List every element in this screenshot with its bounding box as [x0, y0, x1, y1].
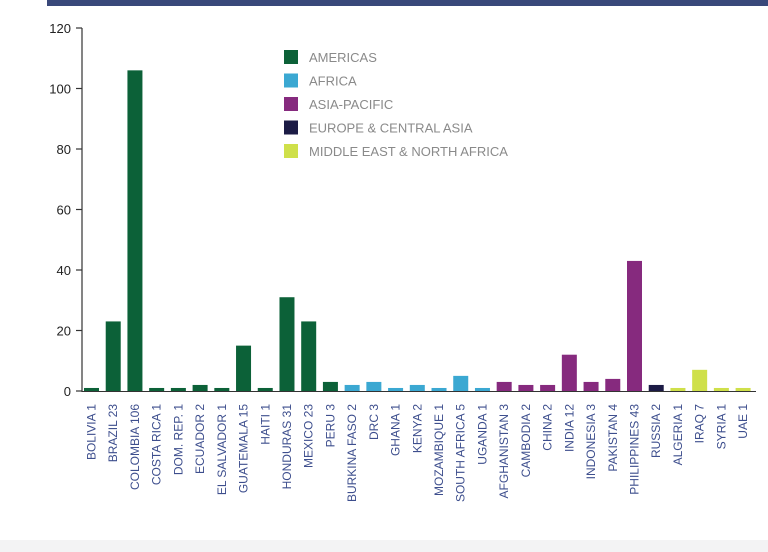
x-tick-label: PAKISTAN 4	[606, 404, 620, 472]
y-tick-label: 20	[57, 324, 71, 339]
bar	[322, 381, 338, 391]
y-tick-label: 0	[64, 384, 71, 399]
x-tick-label: MOZAMBIQUE 1	[432, 404, 446, 496]
bar	[301, 321, 317, 391]
bar	[496, 381, 512, 391]
legend-label: AMERICAS	[309, 50, 377, 65]
y-axis: 0 20 40 60 80 100 120	[49, 21, 756, 399]
legend-swatch	[284, 144, 298, 158]
y-tick-label: 100	[49, 82, 71, 97]
x-tick-label: PERU 3	[323, 404, 337, 448]
x-tick-label: RUSSIA 2	[649, 404, 663, 458]
legend-swatch	[284, 120, 298, 135]
bar	[713, 387, 729, 391]
bar	[474, 387, 490, 391]
x-tick-label: HAITI 1	[258, 404, 272, 445]
bar	[192, 384, 208, 391]
x-tick-label: UAE 1	[736, 404, 750, 439]
bar	[170, 387, 186, 391]
x-tick-label: AFGHANISTAN 3	[497, 404, 511, 499]
footer-strip	[0, 540, 768, 552]
bar	[605, 378, 621, 391]
x-tick-label: COSTA RICA 1	[150, 404, 164, 485]
bar	[453, 375, 469, 391]
x-tick-label: UGANDA 1	[475, 404, 489, 465]
bar	[670, 387, 686, 391]
x-tick-label: SOUTH AFRICA 5	[454, 404, 468, 502]
bar	[540, 384, 556, 391]
x-tick-label: CHINA 2	[541, 404, 555, 451]
bar	[84, 387, 99, 391]
bar	[366, 381, 382, 391]
legend-label: MIDDLE EAST & NORTH AFRICA	[309, 144, 508, 159]
y-tick-label: 60	[57, 203, 71, 218]
y-tick-label: 40	[57, 263, 71, 278]
bar	[431, 387, 447, 391]
x-tick-label: PHILIPPINES 43	[628, 404, 642, 495]
x-tick-label: BRAZIL 23	[106, 404, 120, 463]
legend: AMERICAS AFRICA ASIA-PACIFIC EUROPE & CENTR…	[284, 50, 508, 159]
x-tick-label: SYRIA 1	[714, 404, 728, 450]
bar	[409, 384, 425, 391]
x-tick-label: GUATEMALA 15	[237, 404, 251, 493]
bar	[105, 321, 121, 391]
x-tick-label: EL SALVADOR 1	[215, 404, 229, 495]
bar	[127, 70, 143, 391]
legend-label: ASIA-PACIFIC	[309, 97, 393, 112]
bar	[279, 297, 295, 391]
bar	[214, 387, 230, 391]
bar	[236, 345, 252, 391]
bar	[257, 387, 273, 391]
x-tick-label: IRAQ 7	[693, 404, 707, 444]
x-axis-labels: BOLIVIA 1 BRAZIL 23 COLOMBIA 106 COSTA RICA…	[85, 404, 751, 502]
x-tick-label: ALGERIA 1	[671, 404, 685, 466]
bar	[648, 384, 664, 391]
bar	[692, 369, 708, 391]
header-rule	[47, 0, 768, 6]
bar	[735, 387, 751, 391]
legend-label: AFRICA	[309, 74, 357, 89]
x-tick-label: INDIA 12	[562, 404, 576, 452]
x-tick-label: MEXICO 23	[302, 404, 316, 468]
bar	[388, 387, 404, 391]
bars	[84, 70, 751, 391]
legend-swatch	[284, 97, 298, 111]
legend-swatch	[284, 50, 298, 64]
legend-label: EUROPE & CENTRAL ASIA	[309, 121, 473, 136]
bar	[149, 387, 165, 391]
x-tick-label: ECUADOR 2	[193, 404, 207, 474]
bar	[518, 384, 534, 391]
bar	[561, 354, 577, 391]
legend-swatch	[284, 73, 298, 88]
x-tick-label: COLOMBIA 106	[128, 404, 142, 490]
bar	[627, 260, 642, 391]
x-tick-label: KENYA 2	[410, 404, 424, 453]
x-tick-label: BURKINA FASO 2	[345, 404, 359, 502]
x-tick-label: DRC 3	[367, 404, 381, 440]
bar	[583, 381, 599, 391]
y-tick-label: 120	[49, 21, 71, 36]
x-tick-label: BOLIVIA 1	[85, 404, 99, 460]
bar	[344, 384, 360, 391]
x-tick-label: DOM. REP. 1	[171, 404, 185, 475]
x-tick-label: INDONESIA 3	[584, 404, 598, 480]
y-tick-label: 80	[57, 142, 71, 157]
x-tick-label: HONDURAS 31	[280, 404, 294, 490]
x-tick-label: CAMBODIA 2	[519, 404, 533, 478]
x-tick-label: GHANA 1	[389, 404, 403, 456]
